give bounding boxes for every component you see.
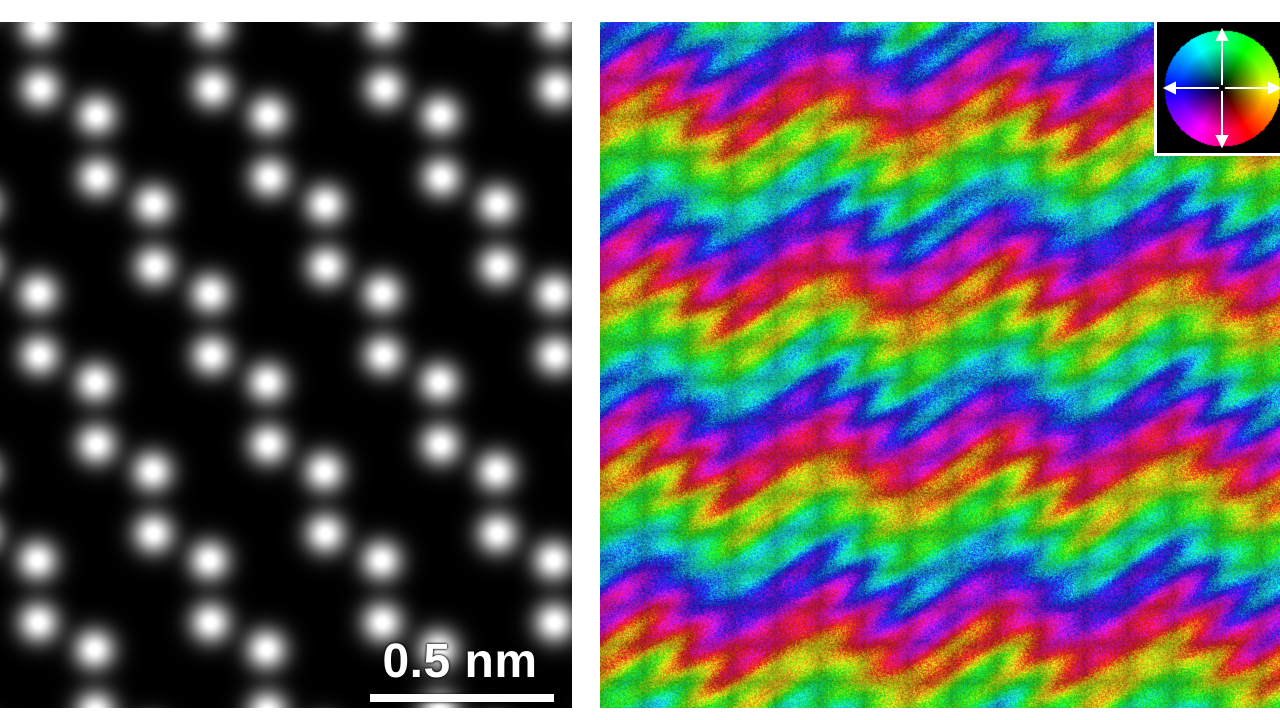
color-wheel-legend	[1154, 22, 1280, 156]
scale-bar: 0.5 nm	[362, 634, 558, 704]
four-way-arrows-icon	[1163, 27, 1280, 149]
scale-bar-label: 0.5 nm	[382, 635, 538, 688]
atomic-lattice-image	[0, 22, 572, 708]
haadf-lattice-image: 0.5 nm	[0, 22, 572, 708]
scale-bar-line	[370, 694, 554, 702]
field-map-panel	[600, 22, 1280, 708]
